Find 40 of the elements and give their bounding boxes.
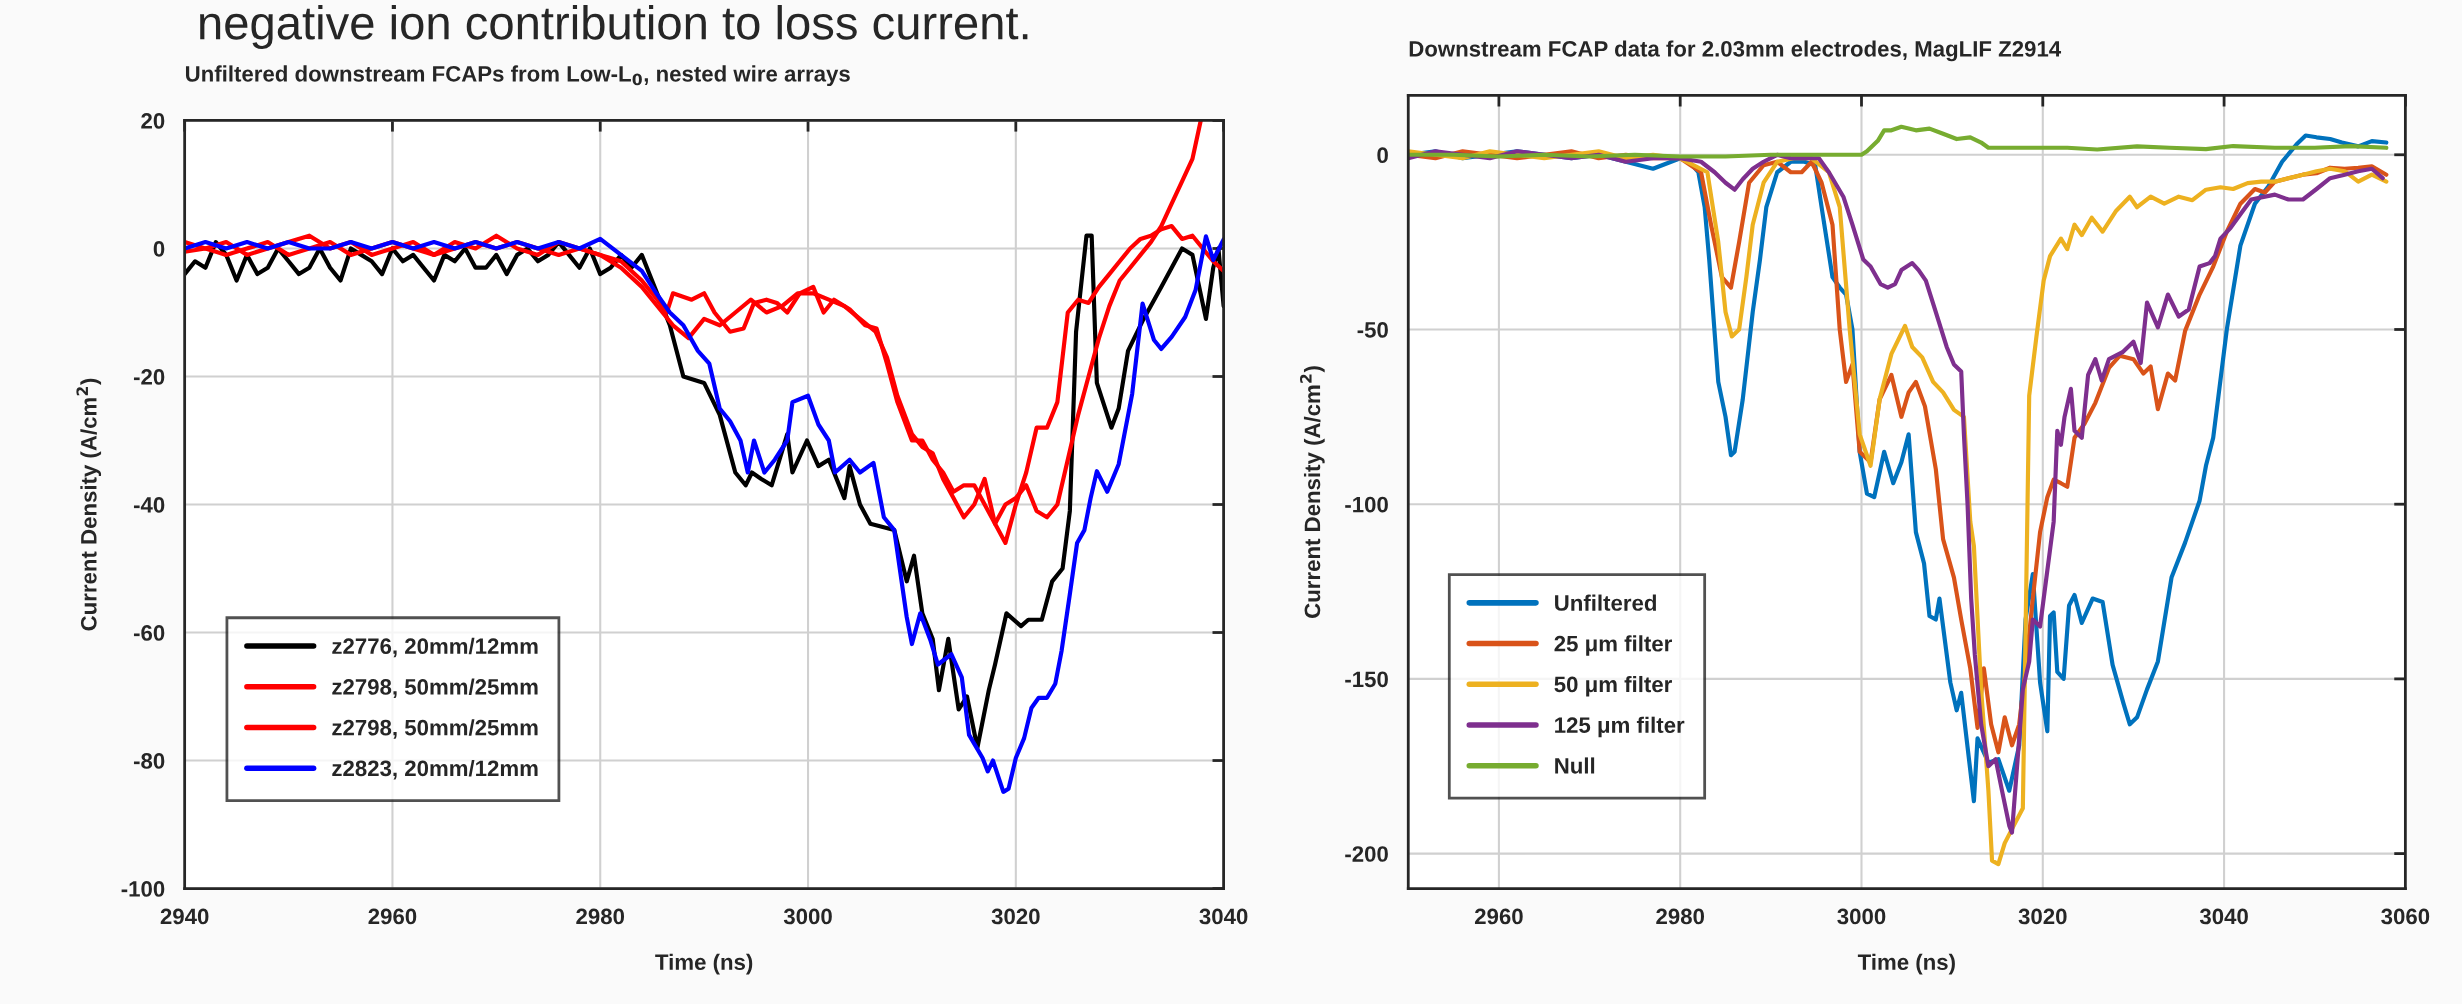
legend-label: z2798, 50mm/25mm [332,719,538,739]
y-axis-title: Current Density (A/cm$^{2}$) [1300,366,1325,618]
y-tick-label: -50 [1357,322,1388,338]
legend-label: 25 μm filter [1554,635,1672,656]
chart-title: Downstream FCAP data for 2.03mm electrodes, MagLIF Z2914 [1409,40,2062,62]
legend-label: Unfiltered [1555,594,1656,611]
y-tick-label: -100 [1345,496,1388,513]
y-tick-label: -200 [1345,846,1388,862]
y-tick-label: -20 [133,369,165,385]
x-tick-label: 2980 [1656,908,1705,925]
x-tick-label: 3020 [991,908,1040,925]
x-axis-title: Time (ns) [655,953,753,975]
y-tick-label: -100 [121,881,165,897]
legend-label: Null [1555,757,1595,774]
y-tick-label: 0 [1377,147,1388,164]
chart-title: Unfiltered downstream FCAPs from Low-L$_{0}$, nested wire arrays [185,65,850,87]
x-tick-label: 3000 [783,908,832,925]
y-tick-label: 20 [141,113,165,129]
x-tick-label: 2980 [576,908,625,925]
text: negative ion contribution to loss current. [200,5,1028,50]
x-tick-label: 3040 [2199,908,2248,925]
y-tick-label: -80 [133,753,165,769]
x-tick-label: 2960 [1474,908,1523,925]
x-tick-label: 2940 [160,908,209,925]
x-axis-title: Time (ns) [1857,953,1955,975]
x-tick-label: 3000 [1837,908,1886,925]
legend-label: 50 μm filter [1554,675,1672,697]
y-axis-title: Current Density (A/cm$^{2}$) [76,378,102,631]
legend-label: z2823, 20mm/12mm [332,759,538,780]
y-tick-label: -150 [1345,671,1388,688]
y-tick-label: 0 [153,241,165,257]
y-tick-label: -60 [133,625,165,641]
x-tick-label: 3040 [1199,908,1248,925]
x-tick-label: 3020 [2018,908,2067,925]
legend-label: 125 μm filter [1555,716,1685,738]
x-tick-label: 3060 [2381,908,2430,925]
legend-label: z2798, 50mm/25mm [332,678,538,699]
legend-label: z2776, 20mm/12mm [332,637,538,658]
x-tick-label: 2960 [368,908,417,925]
y-tick-label: -40 [133,497,165,513]
